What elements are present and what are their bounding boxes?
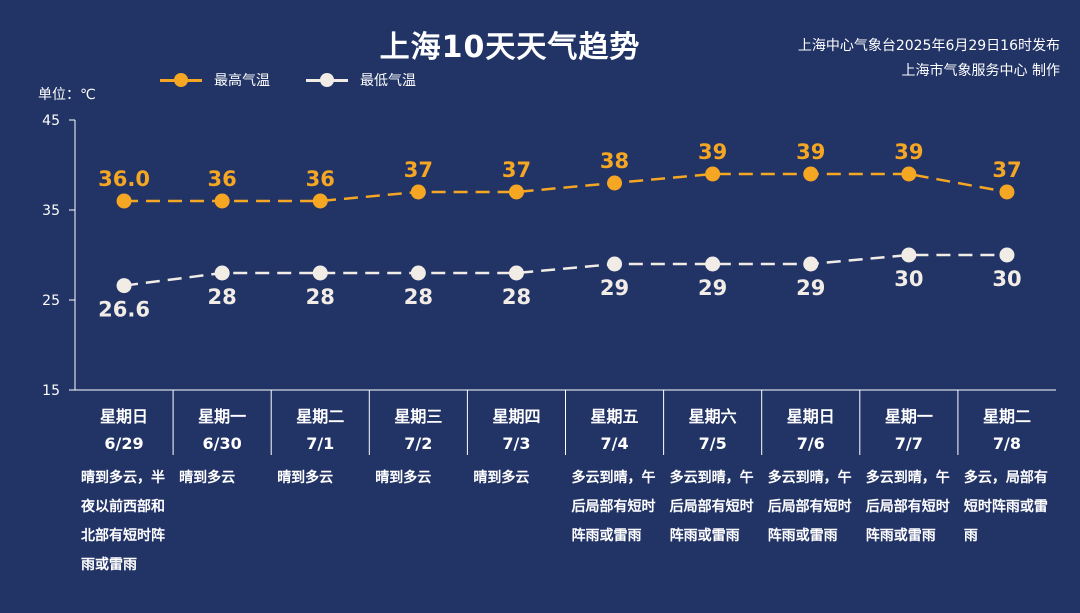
y-axis-unit: 单位：℃ <box>38 87 96 103</box>
data-point-high <box>214 193 230 209</box>
weekday-label: 星期一 <box>198 407 246 426</box>
data-point-high <box>508 184 524 200</box>
data-point-high <box>999 184 1015 200</box>
weekday-label: 星期三 <box>394 407 442 426</box>
data-label-high: 37 <box>404 158 433 182</box>
date-label: 7/5 <box>699 434 727 453</box>
weekday-label: 星期日 <box>787 407 835 426</box>
weekday-label: 星期日 <box>100 407 148 426</box>
weather-description: 多云到晴，午后局部有短时阵雨或雷雨 <box>670 469 754 544</box>
date-label: 7/3 <box>502 434 530 453</box>
weather-description: 晴到多云 <box>277 469 333 486</box>
data-point-low <box>116 278 132 294</box>
data-label-high: 39 <box>894 140 923 164</box>
data-point-high <box>410 184 426 200</box>
chart-title: 上海10天天气趋势 <box>379 30 641 65</box>
data-label-low: 29 <box>698 276 727 300</box>
data-point-low <box>312 265 328 281</box>
issuer-line-2: 上海市气象服务中心 制作 <box>901 63 1060 79</box>
data-point-low <box>410 265 426 281</box>
weather-description: 多云到晴，午后局部有短时阵雨或雷雨 <box>572 469 656 544</box>
date-label: 6/30 <box>203 434 242 453</box>
weather-description: 多云到晴，午后局部有短时阵雨或雷雨 <box>866 469 950 544</box>
data-label-low: 30 <box>894 267 923 291</box>
y-tick-label: 25 <box>42 293 60 309</box>
data-point-low <box>508 265 524 281</box>
legend-label-low: 最低气温 <box>360 73 416 89</box>
data-label-high: 36.0 <box>98 167 150 191</box>
weekday-label: 星期一 <box>885 407 933 426</box>
data-label-high: 36 <box>306 167 335 191</box>
data-label-high: 39 <box>796 140 825 164</box>
date-label: 7/8 <box>993 434 1021 453</box>
y-tick-label: 15 <box>42 383 60 399</box>
data-label-high: 36 <box>208 167 237 191</box>
data-label-low: 26.6 <box>98 298 150 322</box>
data-point-high <box>607 175 623 191</box>
legend-swatch-low <box>306 73 348 87</box>
weather-description: 晴到多云 <box>179 469 235 486</box>
weather-description: 多云到晴，午后局部有短时阵雨或雷雨 <box>768 469 852 544</box>
data-label-high: 37 <box>502 158 531 182</box>
data-label-low: 30 <box>992 267 1021 291</box>
data-point-low <box>999 247 1015 263</box>
date-label: 7/2 <box>404 434 432 453</box>
data-point-low <box>705 256 721 272</box>
data-point-high <box>803 166 819 182</box>
data-label-high: 38 <box>600 149 629 173</box>
weather-description: 晴到多云，半夜以前西部和北部有短时阵雨或雷雨 <box>80 469 165 573</box>
data-label-low: 29 <box>600 276 629 300</box>
y-tick-label: 45 <box>42 113 60 129</box>
data-point-high <box>312 193 328 209</box>
date-label: 7/1 <box>306 434 334 453</box>
legend-label-high: 最高气温 <box>214 73 270 89</box>
data-label-low: 29 <box>796 276 825 300</box>
weekday-label: 星期二 <box>983 407 1031 426</box>
weekday-label: 星期四 <box>492 407 540 426</box>
weather-description: 晴到多云 <box>473 469 529 486</box>
legend-item-low: 最低气温 <box>306 70 416 90</box>
data-label-high: 37 <box>992 158 1021 182</box>
series-line-high <box>124 172 1008 203</box>
weather-description: 多云，局部有短时阵雨或雷雨 <box>964 469 1048 544</box>
legend-swatch-high <box>160 73 202 87</box>
issuer-info: 上海中心气象台2025年6月29日16时发布 上海市气象服务中心 制作 <box>798 34 1060 84</box>
issuer-line-1: 上海中心气象台2025年6月29日16时发布 <box>797 38 1060 54</box>
date-label: 7/7 <box>895 434 923 453</box>
data-point-high <box>901 166 917 182</box>
y-tick-label: 35 <box>42 203 60 219</box>
data-label-low: 28 <box>404 285 433 309</box>
data-point-low <box>607 256 623 272</box>
data-label-low: 28 <box>502 285 531 309</box>
data-label-low: 28 <box>208 285 237 309</box>
weather-description: 晴到多云 <box>375 469 431 486</box>
data-point-high <box>705 166 721 182</box>
data-point-low <box>214 265 230 281</box>
date-label: 7/4 <box>600 434 628 453</box>
date-label: 7/6 <box>797 434 825 453</box>
legend-item-high: 最高气温 <box>160 70 270 90</box>
data-point-high <box>116 193 132 209</box>
legend: 最高气温 最低气温 <box>160 70 416 90</box>
date-label: 6/29 <box>104 434 143 453</box>
weekday-label: 星期五 <box>591 407 639 426</box>
data-point-low <box>901 247 917 263</box>
series-line-low <box>123 253 1007 287</box>
weekday-label: 星期二 <box>296 407 344 426</box>
data-label-high: 39 <box>698 140 727 164</box>
data-label-low: 28 <box>306 285 335 309</box>
data-point-low <box>803 256 819 272</box>
weekday-label: 星期六 <box>689 407 737 426</box>
